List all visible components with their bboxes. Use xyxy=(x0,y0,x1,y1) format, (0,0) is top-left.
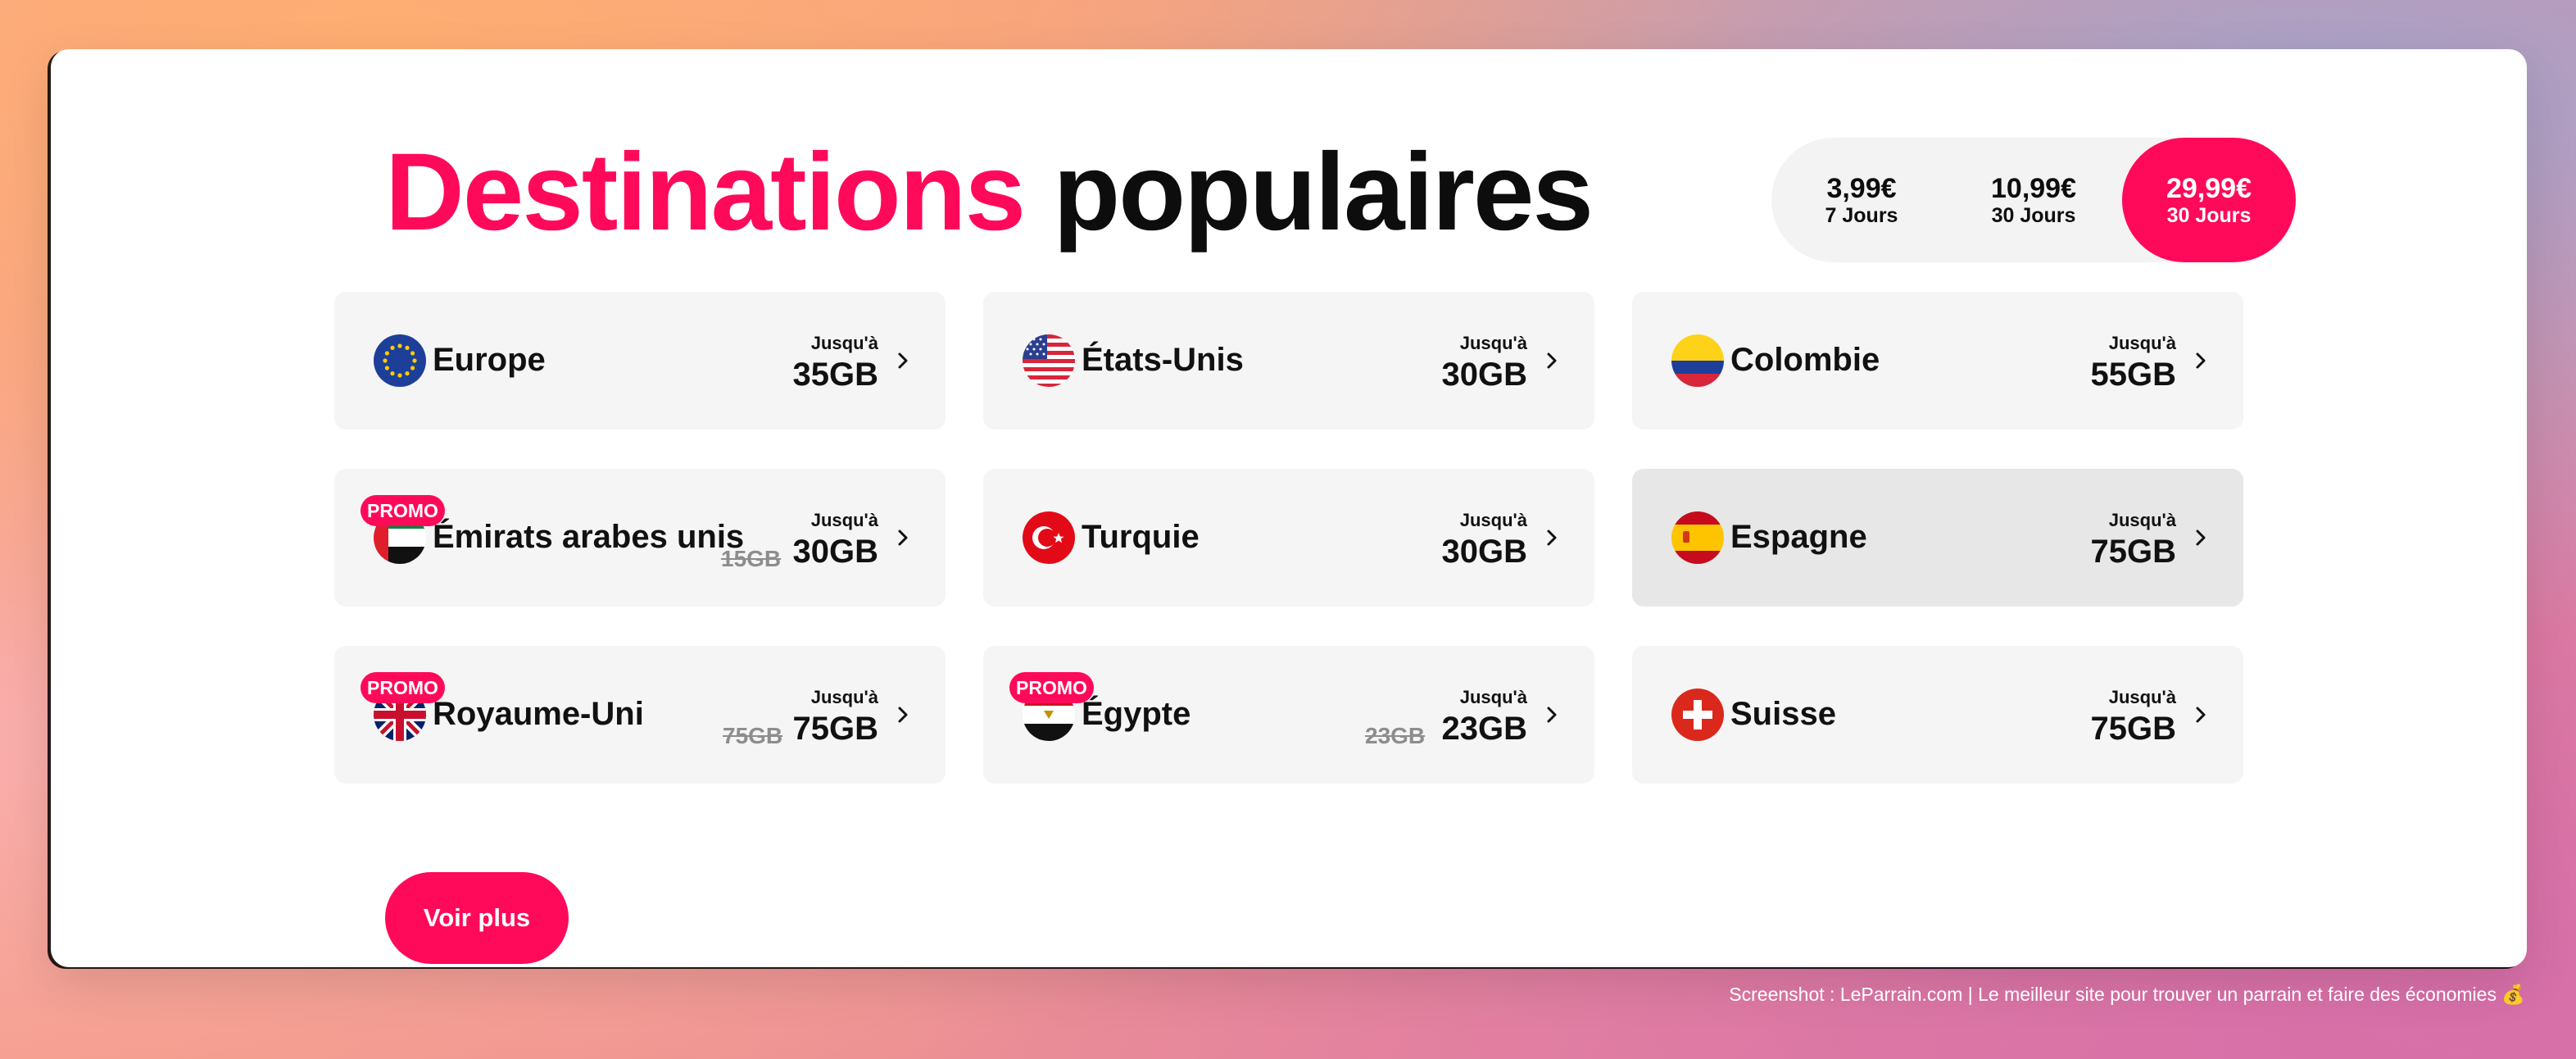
data-amount: 35GB xyxy=(792,357,879,393)
destination-name: Colombie xyxy=(1730,342,1880,378)
promo-badge: PROMO xyxy=(361,495,445,526)
see-more-button[interactable]: Voir plus xyxy=(385,872,569,964)
promo-badge: PROMO xyxy=(361,672,445,703)
destination-name: Émirats arabes unis xyxy=(433,519,745,555)
destination-emirats-arabes-unis[interactable]: PROMO Émirats arabes unis Jusqu'à 15GB 3… xyxy=(334,469,946,607)
plan-duration: 30 Jours xyxy=(1991,204,2076,227)
destination-name: Turquie xyxy=(1082,519,1200,555)
plan-price: 29,99€ xyxy=(2166,173,2252,204)
up-to-label: Jusqu'à xyxy=(1459,687,1527,707)
destination-turquie[interactable]: Turquie Jusqu'à 30GB xyxy=(983,469,1594,607)
up-to-label: Jusqu'à xyxy=(2108,687,2176,707)
plan-duration: 30 Jours xyxy=(2166,204,2252,227)
screenshot-caption: Screenshot : LeParrain.com | Le meilleur… xyxy=(1729,984,2525,1005)
switzerland-flag-icon xyxy=(1671,689,1724,741)
destination-espagne[interactable]: Espagne Jusqu'à 75GB xyxy=(1632,469,2243,607)
old-data-amount: 15GB xyxy=(721,546,782,571)
destination-egypte[interactable]: PROMO Égypte Jusqu'à 23GB 23GB xyxy=(983,646,1594,784)
destination-name: Égypte xyxy=(1082,696,1191,732)
old-data-amount: 75GB xyxy=(723,723,783,748)
destination-colombie[interactable]: Colombie Jusqu'à 55GB xyxy=(1632,292,2243,430)
plan-price: 3,99€ xyxy=(1826,173,1897,204)
destination-name: Suisse xyxy=(1730,696,1836,732)
up-to-label: Jusqu'à xyxy=(1459,333,1527,353)
chevron-right-icon xyxy=(1542,351,1562,370)
usa-flag-icon xyxy=(1023,334,1075,387)
chevron-right-icon xyxy=(2191,705,2211,725)
chevron-right-icon xyxy=(1542,705,1562,725)
data-amount: 55GB xyxy=(2090,357,2177,393)
chevron-right-icon xyxy=(893,705,913,725)
plan-option-30-days[interactable]: 10,99€ 30 Jours xyxy=(1952,138,2116,262)
colombia-flag-icon xyxy=(1671,334,1724,387)
destination-europe[interactable]: Europe Jusqu'à 35GB xyxy=(334,292,946,430)
chevron-right-icon xyxy=(2191,528,2211,548)
up-to-label: Jusqu'à xyxy=(1459,510,1527,530)
plan-option-30-days-premium-selected[interactable]: 29,99€ 30 Jours xyxy=(2122,138,2296,262)
promo-badge: PROMO xyxy=(1009,672,1094,703)
data-amount: 30GB xyxy=(1441,534,1528,570)
destination-royaume-uni[interactable]: PROMO Royaume-Uni Jusqu'à 75GB 75GB xyxy=(334,646,946,784)
eu-flag-icon xyxy=(374,334,426,387)
plan-duration: 7 Jours xyxy=(1825,204,1898,227)
data-amount: 30GB xyxy=(1441,357,1528,393)
destinations-panel: Destinations populaires 3,99€ 7 Jours 10… xyxy=(51,49,2527,967)
page-title: Destinations populaires xyxy=(385,138,1594,248)
destination-suisse[interactable]: Suisse Jusqu'à 75GB xyxy=(1632,646,2243,784)
up-to-label: Jusqu'à xyxy=(810,510,878,530)
destination-name: Royaume-Uni xyxy=(433,696,644,732)
up-to-label: Jusqu'à xyxy=(2108,333,2176,353)
data-amount: 75GB xyxy=(2090,711,2177,747)
up-to-label: Jusqu'à xyxy=(810,687,878,707)
plan-price: 10,99€ xyxy=(1991,173,2076,204)
destination-name: Europe xyxy=(433,342,546,378)
up-to-label: Jusqu'à xyxy=(810,333,878,353)
destination-etats-unis[interactable]: États-Unis Jusqu'à 30GB xyxy=(983,292,1594,430)
turkey-flag-icon xyxy=(1023,511,1075,564)
chevron-right-icon xyxy=(893,528,913,548)
plan-selector: 3,99€ 7 Jours 10,99€ 30 Jours 29,99€ 30 … xyxy=(1771,138,2296,262)
plan-option-7-days[interactable]: 3,99€ 7 Jours xyxy=(1771,138,1952,262)
up-to-label: Jusqu'à xyxy=(2108,510,2176,530)
chevron-right-icon xyxy=(893,351,913,370)
destination-name: Espagne xyxy=(1730,519,1867,555)
spain-flag-icon xyxy=(1671,511,1724,564)
old-data-amount: 23GB xyxy=(1365,723,1426,748)
chevron-right-icon xyxy=(1542,528,1562,548)
title-accent: Destinations xyxy=(385,131,1026,253)
data-amount: 30GB xyxy=(792,534,879,570)
destination-name: États-Unis xyxy=(1082,342,1244,378)
title-rest: populaires xyxy=(1053,131,1594,253)
data-amount: 23GB xyxy=(1441,711,1528,747)
data-amount: 75GB xyxy=(2090,534,2177,570)
data-amount: 75GB xyxy=(792,711,879,747)
chevron-right-icon xyxy=(2191,351,2211,370)
